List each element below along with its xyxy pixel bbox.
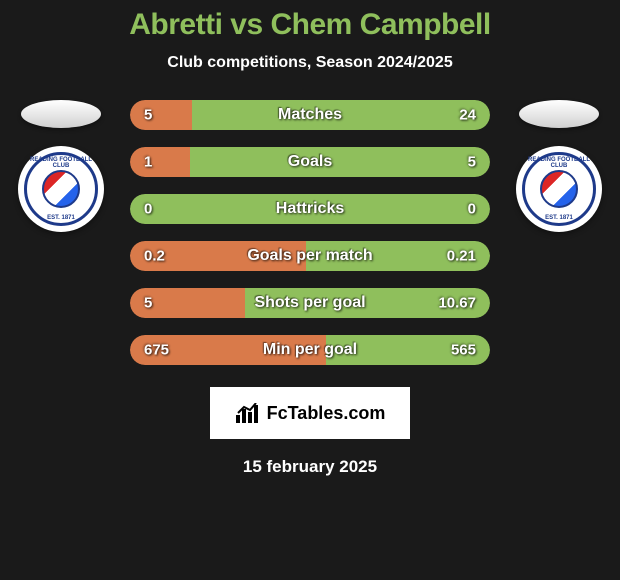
stat-label: Goals	[288, 153, 332, 171]
left-flag-icon	[21, 100, 101, 128]
stat-row: 1 5 Goals	[130, 147, 490, 177]
bars-column: 5 24 Matches 1 5 Goals 0 0 Hattricks 0.2 0.21 Goals…	[130, 100, 490, 365]
club-badge-text-top: READING FOOTBALL CLUB	[27, 157, 95, 169]
attribution-text: FcTables.com	[267, 403, 386, 424]
stat-value-left: 675	[144, 342, 169, 359]
club-badge-ring: READING FOOTBALL CLUB EST. 1871	[522, 152, 596, 226]
stat-value-left: 5	[144, 107, 152, 124]
stat-bar-right	[190, 147, 490, 177]
stat-label: Goals per match	[247, 247, 372, 265]
title: Abretti vs Chem Campbell	[0, 8, 620, 42]
right-side: READING FOOTBALL CLUB EST. 1871	[514, 100, 604, 232]
player2-name: Chem Campbell	[271, 8, 491, 41]
stat-value-right: 5	[468, 154, 476, 171]
stat-value-right: 565	[451, 342, 476, 359]
stat-label: Shots per goal	[254, 294, 365, 312]
right-flag-icon	[519, 100, 599, 128]
stat-bar-left	[130, 147, 190, 177]
right-club-badge-icon: READING FOOTBALL CLUB EST. 1871	[516, 146, 602, 232]
stat-label: Matches	[278, 106, 342, 124]
main-area: READING FOOTBALL CLUB EST. 1871 5 24 Match…	[0, 100, 620, 365]
stat-label: Hattricks	[276, 200, 344, 218]
club-badge-ring: READING FOOTBALL CLUB EST. 1871	[24, 152, 98, 226]
stat-row: 5 24 Matches	[130, 100, 490, 130]
stat-value-right: 0	[468, 201, 476, 218]
club-badge-ball-icon	[42, 170, 80, 208]
club-badge-text-top: READING FOOTBALL CLUB	[525, 157, 593, 169]
club-badge-text-bottom: EST. 1871	[27, 215, 95, 221]
stat-bar-left	[130, 100, 192, 130]
stat-row: 5 10.67 Shots per goal	[130, 288, 490, 318]
subtitle: Club competitions, Season 2024/2025	[0, 54, 620, 72]
stat-value-left: 0.2	[144, 248, 165, 265]
stat-value-left: 5	[144, 295, 152, 312]
vs-label: vs	[230, 8, 262, 41]
chart-icon	[235, 403, 261, 423]
attribution-badge: FcTables.com	[210, 387, 410, 439]
left-side: READING FOOTBALL CLUB EST. 1871	[16, 100, 106, 232]
date-label: 15 february 2025	[0, 457, 620, 477]
stat-row: 675 565 Min per goal	[130, 335, 490, 365]
comparison-card: Abretti vs Chem Campbell Club competitio…	[0, 0, 620, 580]
stat-row: 0 0 Hattricks	[130, 194, 490, 224]
stat-value-left: 1	[144, 154, 152, 171]
stat-value-right: 0.21	[447, 248, 476, 265]
stat-row: 0.2 0.21 Goals per match	[130, 241, 490, 271]
stat-value-right: 24	[459, 107, 476, 124]
left-club-badge-icon: READING FOOTBALL CLUB EST. 1871	[18, 146, 104, 232]
stat-value-right: 10.67	[438, 295, 476, 312]
club-badge-text-bottom: EST. 1871	[525, 215, 593, 221]
player1-name: Abretti	[129, 8, 222, 41]
club-badge-ball-icon	[540, 170, 578, 208]
stat-label: Min per goal	[263, 341, 357, 359]
stat-value-left: 0	[144, 201, 152, 218]
